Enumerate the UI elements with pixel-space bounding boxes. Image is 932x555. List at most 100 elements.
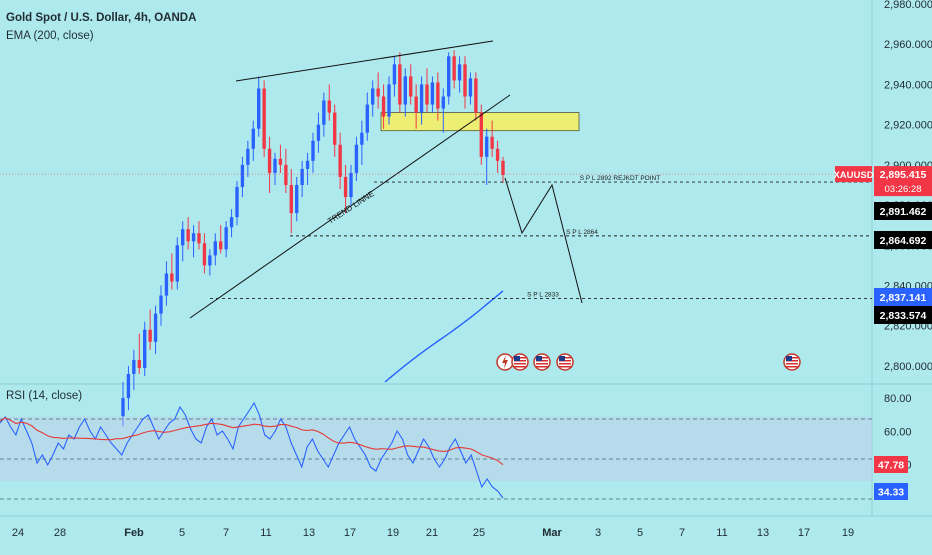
time-tick-label: 7 bbox=[223, 527, 229, 539]
candle-body bbox=[360, 132, 364, 145]
level-line-label: S P L 2864 bbox=[566, 229, 598, 236]
candle-body bbox=[457, 64, 462, 81]
lightning-glyph bbox=[502, 355, 508, 369]
candle-body bbox=[257, 88, 261, 129]
candle-body bbox=[463, 64, 467, 97]
flag-stripe bbox=[786, 366, 798, 368]
candle-body bbox=[327, 100, 331, 113]
rsi-line bbox=[0, 401, 504, 499]
candle-body bbox=[316, 124, 321, 141]
candle-body bbox=[175, 245, 179, 282]
candle-body bbox=[143, 329, 147, 368]
flag-canton bbox=[786, 356, 792, 361]
time-tick-label: 19 bbox=[842, 527, 854, 539]
candle-body bbox=[278, 158, 283, 165]
candle-body bbox=[240, 164, 245, 187]
candle-body bbox=[229, 217, 234, 228]
candle-body bbox=[305, 160, 310, 169]
candle-body bbox=[468, 78, 473, 97]
candle-body bbox=[300, 168, 304, 185]
candle-body bbox=[485, 136, 489, 157]
flag-canton bbox=[514, 356, 520, 361]
rsi-ma-value: 47.78 bbox=[878, 460, 904, 472]
candle-body bbox=[490, 136, 494, 149]
candle-body bbox=[474, 78, 478, 113]
candle-body bbox=[403, 76, 407, 105]
time-tick-label: 28 bbox=[54, 527, 66, 539]
candle-body bbox=[153, 313, 158, 342]
candle-body bbox=[295, 184, 299, 214]
candle-body bbox=[262, 88, 266, 149]
candle-body bbox=[284, 164, 288, 185]
time-tick-label: 3 bbox=[595, 527, 601, 539]
candle-body bbox=[365, 104, 369, 133]
candle-body bbox=[343, 176, 348, 198]
time-tick-label: 11 bbox=[716, 527, 727, 539]
price-tick-label: 2,980.000 bbox=[884, 0, 932, 11]
candle-body bbox=[376, 88, 380, 97]
resistance-trend-line bbox=[235, 40, 494, 82]
price-tag bbox=[874, 231, 932, 249]
level-line-label: S P L 2892 REJKDT POINT bbox=[580, 175, 660, 182]
rsi-value: 34.33 bbox=[878, 487, 904, 499]
time-tick-label: 5 bbox=[179, 527, 185, 539]
candle-body bbox=[381, 96, 386, 117]
symbol-tag bbox=[835, 166, 872, 183]
candle-body bbox=[246, 148, 250, 165]
candle-body bbox=[148, 329, 152, 342]
price-tag-label: 2,891.462 bbox=[880, 206, 927, 218]
flag-stripe bbox=[514, 366, 526, 368]
candle-body bbox=[338, 144, 342, 177]
current-price-label: 2,895.415 bbox=[880, 169, 927, 181]
time-tick-label: 19 bbox=[387, 527, 399, 539]
rsi-ma-line bbox=[0, 417, 504, 466]
candle-body bbox=[430, 82, 435, 105]
time-tick-label: 17 bbox=[798, 527, 810, 539]
candle-body bbox=[501, 160, 505, 175]
price-tag bbox=[874, 202, 932, 220]
candle-body bbox=[333, 112, 337, 145]
candle-body bbox=[311, 140, 315, 161]
countdown-label: 03:26:28 bbox=[885, 184, 922, 195]
ema-indicator-label: EMA (200, close) bbox=[6, 30, 94, 42]
candle-body bbox=[387, 84, 391, 117]
price-tick-label: 2,920.000 bbox=[884, 120, 932, 132]
symbol-tag-label: XAUUSD bbox=[833, 170, 873, 181]
candle-body bbox=[202, 243, 207, 266]
candle-body bbox=[181, 229, 185, 246]
flag-stripe bbox=[559, 366, 571, 368]
candle-body bbox=[425, 84, 429, 105]
candle-body bbox=[219, 241, 223, 250]
rsi-band bbox=[0, 416, 872, 482]
time-tick-label: 17 bbox=[344, 527, 356, 539]
time-tick-label: 25 bbox=[473, 527, 485, 539]
candle-body bbox=[132, 359, 136, 374]
flag-stripe bbox=[514, 363, 526, 365]
candle-body bbox=[436, 82, 440, 109]
candle-body bbox=[126, 373, 131, 399]
time-tick-label: Feb bbox=[124, 527, 144, 539]
rsi-tick-label: 80.00 bbox=[884, 393, 912, 405]
price-tick-label: 2,940.000 bbox=[884, 79, 932, 91]
candle-body bbox=[398, 64, 402, 105]
candle-body bbox=[441, 96, 445, 109]
rsi-tick-label: 60.00 bbox=[884, 426, 912, 438]
candle-body bbox=[495, 148, 500, 161]
flag-canton bbox=[559, 356, 565, 361]
candle-body bbox=[186, 229, 190, 242]
candle-body bbox=[191, 233, 196, 242]
rsi-tag bbox=[874, 483, 908, 500]
candle-body bbox=[164, 273, 169, 296]
candle-body bbox=[121, 398, 125, 417]
projection-path bbox=[504, 177, 583, 304]
time-tick-label: 11 bbox=[260, 527, 271, 539]
price-tag-label: 2,864.692 bbox=[880, 235, 927, 247]
candle-body bbox=[414, 96, 418, 113]
rsi-ma-tag bbox=[874, 456, 908, 473]
candle-body bbox=[392, 64, 397, 85]
rsi-indicator-label: RSI (14, close) bbox=[6, 390, 83, 402]
price-tag bbox=[874, 306, 932, 324]
ema-200-line bbox=[384, 290, 504, 383]
